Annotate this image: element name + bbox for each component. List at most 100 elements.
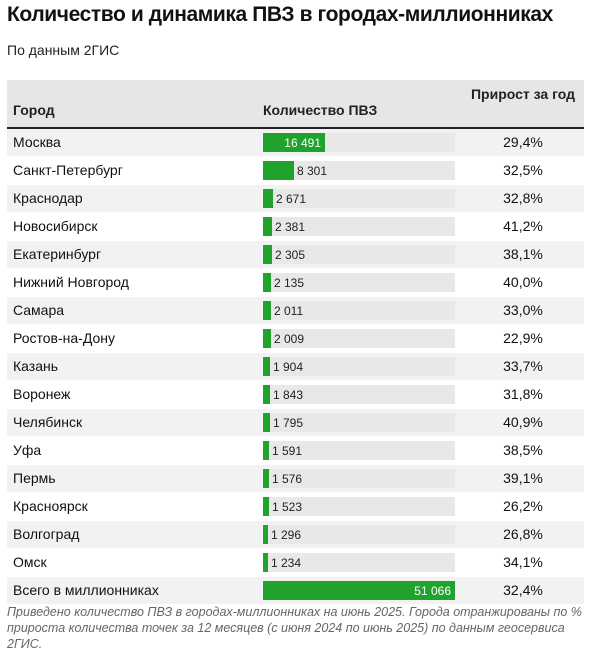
row-growth: 33,7% <box>503 358 543 374</box>
bar <box>263 357 270 376</box>
bar <box>263 329 271 348</box>
bar-track: 1 795 <box>263 413 455 432</box>
row-growth: 38,1% <box>503 246 543 262</box>
row-city: Омск <box>13 554 47 570</box>
column-header-count: Количество ПВЗ <box>263 102 378 118</box>
row-growth: 34,1% <box>503 554 543 570</box>
row-city: Самара <box>13 302 65 318</box>
row-city: Пермь <box>13 470 56 486</box>
table-row: Ростов-на-Дону 2 009 22,9% <box>7 325 584 353</box>
bar <box>263 385 270 404</box>
table-row: Краснодар 2 671 32,8% <box>7 185 584 213</box>
row-growth: 32,5% <box>503 162 543 178</box>
row-city: Красноярск <box>13 498 88 514</box>
row-city: Краснодар <box>13 190 83 206</box>
bar <box>263 217 272 236</box>
table-row: Уфа 1 591 38,5% <box>7 437 584 465</box>
row-growth: 38,5% <box>503 442 543 458</box>
bar <box>263 413 270 432</box>
row-city: Всего в миллионниках <box>13 582 159 598</box>
row-city: Челябинск <box>13 414 83 430</box>
bar <box>263 497 269 516</box>
row-growth: 26,8% <box>503 526 543 542</box>
bar-value-label: 2 135 <box>274 276 305 290</box>
table-row: Воронеж 1 843 31,8% <box>7 381 584 409</box>
bar <box>263 301 271 320</box>
bar <box>263 469 269 488</box>
bar-value-label: 2 011 <box>274 304 304 318</box>
bar-value-label: 1 843 <box>273 388 304 402</box>
bar-track: 1 591 <box>263 441 455 460</box>
table-row: Казань 1 904 33,7% <box>7 353 584 381</box>
row-city: Екатеринбург <box>13 246 102 262</box>
bar <box>263 245 272 264</box>
page-subtitle: По данным 2ГИС <box>7 42 120 58</box>
table-row: Новосибирск 2 381 41,2% <box>7 213 584 241</box>
row-city: Новосибирск <box>13 218 98 234</box>
row-growth: 26,2% <box>503 498 543 514</box>
bar-track: 1 523 <box>263 497 455 516</box>
bar-value-label: 51 066 <box>414 584 451 598</box>
bar <box>263 273 271 292</box>
table-row: Омск 1 234 34,1% <box>7 549 584 577</box>
table-body: Москва 16 491 29,4% Санкт-Петербург 8 301 32,… <box>7 129 584 605</box>
bar-value-label: 1 234 <box>271 556 302 570</box>
bar-value-label: 2 671 <box>276 192 307 206</box>
bar <box>263 189 273 208</box>
bar-value-label: 1 576 <box>272 472 303 486</box>
bar-value-label: 2 305 <box>275 248 306 262</box>
bar-track: 1 234 <box>263 553 455 572</box>
bar-value-label: 1 591 <box>272 444 303 458</box>
row-growth: 39,1% <box>503 470 543 486</box>
row-growth: 40,9% <box>503 414 543 430</box>
bar-track: 2 305 <box>263 245 455 264</box>
table-row: Москва 16 491 29,4% <box>7 129 584 157</box>
bar-track: 1 576 <box>263 469 455 488</box>
row-growth: 32,4% <box>503 582 543 598</box>
table-row: Нижний Новгород 2 135 40,0% <box>7 269 584 297</box>
column-header-city: Город <box>13 102 55 118</box>
bar <box>263 133 325 152</box>
bar <box>263 525 268 544</box>
table-row: Самара 2 011 33,0% <box>7 297 584 325</box>
footnote: Приведено количество ПВЗ в городах-милли… <box>7 605 582 651</box>
row-city: Казань <box>13 358 59 374</box>
bar-track: 1 904 <box>263 357 455 376</box>
column-header-growth: Прирост за год <box>470 86 576 102</box>
table-header: Город Количество ПВЗ Прирост за год <box>7 80 584 129</box>
bar-track: 2 135 <box>263 273 455 292</box>
table-row: Волгоград 1 296 26,8% <box>7 521 584 549</box>
bar-value-label: 8 301 <box>297 164 328 178</box>
bar-track: 1 296 <box>263 525 455 544</box>
row-growth: 31,8% <box>503 386 543 402</box>
row-city: Ростов-на-Дону <box>13 330 115 346</box>
bar <box>263 581 455 600</box>
table-row: Всего в миллионниках 51 066 32,4% <box>7 577 584 605</box>
bar-value-label: 2 009 <box>274 332 305 346</box>
row-city: Воронеж <box>13 386 71 402</box>
bar <box>263 441 269 460</box>
row-city: Санкт-Петербург <box>13 162 123 178</box>
table-row: Пермь 1 576 39,1% <box>7 465 584 493</box>
bar-track: 16 491 <box>263 133 455 152</box>
row-city: Уфа <box>13 442 42 458</box>
bar-track: 1 843 <box>263 385 455 404</box>
row-growth: 33,0% <box>503 302 543 318</box>
page-title: Количество и динамика ПВЗ в городах-милл… <box>7 3 553 26</box>
bar-value-label: 1 904 <box>273 360 304 374</box>
bar-value-label: 1 795 <box>273 416 304 430</box>
bar-track: 2 009 <box>263 329 455 348</box>
table-row: Санкт-Петербург 8 301 32,5% <box>7 157 584 185</box>
row-growth: 29,4% <box>503 134 543 150</box>
table-row: Челябинск 1 795 40,9% <box>7 409 584 437</box>
row-growth: 32,8% <box>503 190 543 206</box>
table-row: Красноярск 1 523 26,2% <box>7 493 584 521</box>
row-city: Волгоград <box>13 526 80 542</box>
row-growth: 22,9% <box>503 330 543 346</box>
bar-track: 2 671 <box>263 189 455 208</box>
bar-value-label: 16 491 <box>284 136 321 150</box>
row-city: Москва <box>13 134 61 150</box>
bar <box>263 161 294 180</box>
bar-track: 2 011 <box>263 301 455 320</box>
bar <box>263 553 268 572</box>
